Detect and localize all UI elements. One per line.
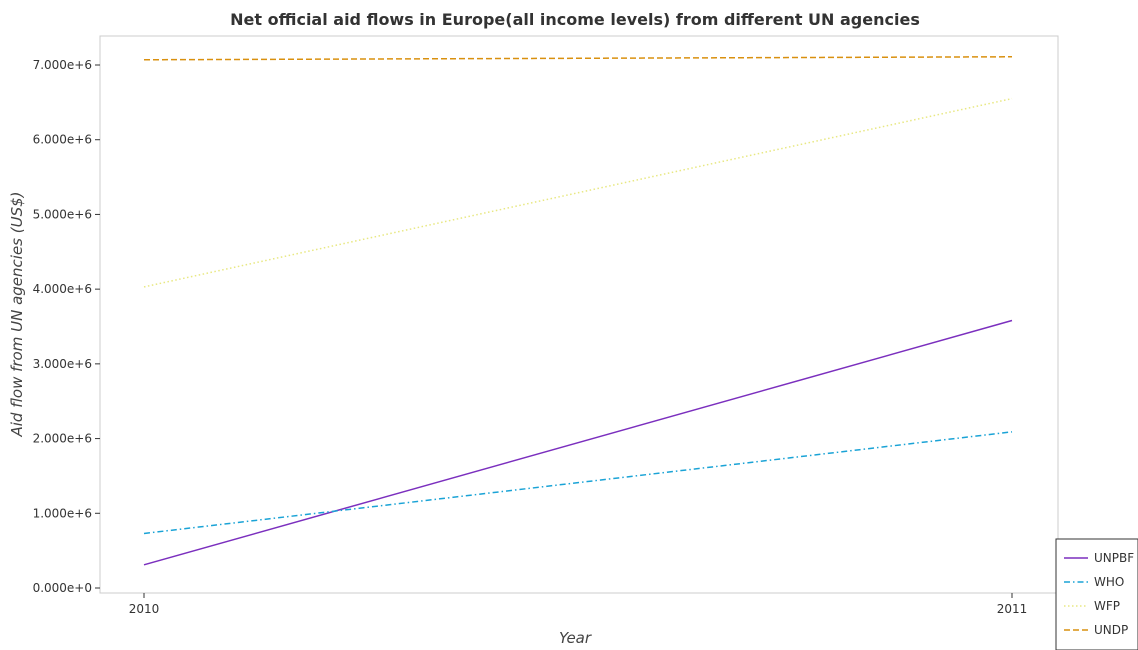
legend-label-unpbf: UNPBF — [1094, 551, 1134, 565]
plot-area — [99, 35, 1059, 594]
series-line-wfp — [143, 97, 1013, 288]
legend: UNPBF WHO WFP UNDP — [1055, 538, 1138, 650]
y-tick-label: 1.000e+6 — [33, 506, 92, 520]
series-line-undp — [143, 56, 1013, 61]
x-axis: 2010 2011 — [129, 593, 1028, 616]
y-tick-label: 3.000e+6 — [33, 357, 92, 371]
series-lines — [143, 56, 1013, 566]
series-line-who — [143, 431, 1013, 535]
y-axis-title: Aid flow from UN agencies (US$) — [8, 191, 26, 437]
y-tick-label: 4.000e+6 — [33, 282, 92, 296]
x-tick-label: 2011 — [997, 602, 1028, 616]
y-tick-label: 5.000e+6 — [33, 207, 92, 221]
y-tick-label: 7.000e+6 — [33, 58, 92, 72]
legend-label-who: WHO — [1094, 575, 1124, 589]
y-tick-label: 2.000e+6 — [33, 432, 92, 446]
chart-title: Net official aid flows in Europe(all inc… — [230, 10, 920, 29]
y-tick-label: 6.000e+6 — [33, 133, 92, 147]
series-line-unpbf — [143, 319, 1013, 566]
legend-label-wfp: WFP — [1094, 599, 1120, 613]
y-axis: 0.000e+0 1.000e+6 2.000e+6 3.000e+6 4.000e+6… — [33, 58, 100, 595]
y-tick-label: 0.000e+0 — [33, 581, 92, 595]
x-axis-title: Year — [559, 629, 592, 647]
x-tick-label: 2010 — [129, 602, 160, 616]
legend-label-undp: UNDP — [1094, 623, 1128, 637]
